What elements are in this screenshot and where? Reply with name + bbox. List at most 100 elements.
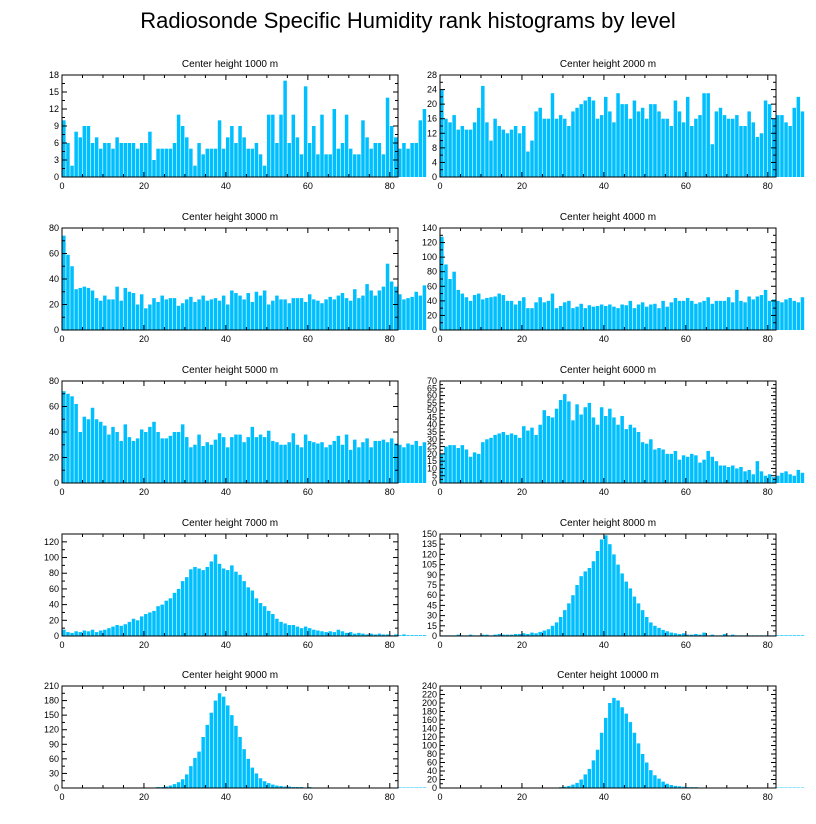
- panel-10: Center height 10000 m0 20 40 60 800204060801…: [422, 670, 805, 802]
- histogram-bar: [381, 439, 386, 483]
- histogram-bar: [620, 415, 624, 483]
- histogram-bar: [624, 581, 628, 636]
- histogram-bar: [324, 632, 328, 636]
- histogram-bar: [74, 289, 78, 330]
- histogram-bar: [653, 104, 657, 177]
- y-tick-label: 15: [427, 621, 437, 631]
- histogram-bar: [698, 634, 702, 636]
- panel-7: Center height 7000 m 0 20 40 60 80 0 20 40 60 80 10…: [44, 518, 427, 650]
- histogram-bar: [398, 635, 402, 636]
- histogram-bar: [250, 148, 255, 177]
- histogram-bar: [160, 604, 164, 636]
- histogram-bar: [681, 455, 686, 483]
- histogram-bar: [271, 114, 275, 177]
- y-tick-label: 40: [49, 600, 59, 610]
- figure-title: Radiosonde Specific Humidity rank histog…: [140, 8, 676, 33]
- histogram-bar: [649, 304, 653, 330]
- histogram-bar: [66, 143, 70, 177]
- histogram-bar: [526, 308, 530, 330]
- histogram-bar: [767, 474, 772, 483]
- histogram-bar: [287, 442, 291, 483]
- histogram-bar: [209, 561, 214, 636]
- histogram-bar: [86, 287, 91, 330]
- histogram-bar: [328, 444, 332, 483]
- histogram-bar: [131, 618, 136, 636]
- x-tick-label: 60: [303, 487, 313, 497]
- histogram-bar: [776, 475, 780, 483]
- histogram-bar: [74, 131, 78, 177]
- histogram-bar: [287, 625, 291, 636]
- histogram-bar: [517, 300, 522, 330]
- histogram-bar: [168, 785, 173, 788]
- histogram-bar: [340, 631, 345, 636]
- histogram-bar: [505, 300, 510, 330]
- histogram-bar: [558, 115, 563, 177]
- y-tick-label: 8: [432, 143, 437, 153]
- histogram-bar: [583, 774, 588, 788]
- histogram-bar: [242, 749, 246, 788]
- histogram-bar: [139, 429, 144, 483]
- histogram-bar: [344, 298, 349, 330]
- histogram-bar: [189, 569, 193, 636]
- histogram-bar: [780, 635, 784, 636]
- histogram-bar: [632, 308, 637, 330]
- histogram-bar: [262, 606, 267, 636]
- histogram-bar: [94, 419, 99, 483]
- histogram-bar: [444, 118, 448, 177]
- histogram-bar: [176, 782, 181, 788]
- histogram-bar: [534, 111, 538, 177]
- histogram-bar: [139, 616, 144, 636]
- histogram-bar: [653, 775, 657, 788]
- histogram-bar: [640, 610, 645, 636]
- histogram-bar: [369, 148, 373, 177]
- histogram-bar: [599, 115, 604, 177]
- histogram-bar: [579, 104, 583, 177]
- histogram-bar: [180, 303, 185, 330]
- histogram-bar: [608, 544, 612, 636]
- histogram-bar: [694, 633, 698, 636]
- histogram-bar: [464, 129, 469, 177]
- histogram-bar: [489, 140, 493, 177]
- histogram-bar: [739, 126, 743, 177]
- histogram-bar: [448, 122, 452, 177]
- histogram-bar: [685, 634, 690, 636]
- histogram-bar: [796, 96, 801, 177]
- histogram-bar: [361, 442, 365, 483]
- histogram-bar: [373, 143, 378, 177]
- histogram-bar: [550, 417, 555, 483]
- panel-8: Center height 8000 m0 20 40 60 8001530456075…: [422, 518, 805, 650]
- histogram-bar: [365, 438, 369, 483]
- histogram-bar: [464, 449, 469, 483]
- histogram-bar: [665, 453, 669, 483]
- histogram-bar: [172, 298, 177, 330]
- y-tick-label: 80: [427, 749, 437, 759]
- histogram-bar: [98, 421, 103, 483]
- histogram-bar: [115, 625, 119, 636]
- histogram-bar: [156, 148, 160, 177]
- x-tick-label: 0: [437, 334, 442, 344]
- histogram-bar: [624, 104, 628, 177]
- histogram-bar: [410, 296, 414, 330]
- histogram-bar: [558, 616, 563, 636]
- histogram-bar: [246, 148, 250, 177]
- histogram-bar: [698, 302, 702, 330]
- histogram-bar: [226, 705, 230, 788]
- histogram-bar: [62, 235, 66, 330]
- histogram-bar: [422, 635, 427, 636]
- histogram-bar: [299, 628, 304, 636]
- histogram-bar: [743, 302, 747, 330]
- histogram-bar: [694, 455, 698, 483]
- histogram-bar: [98, 148, 103, 177]
- histogram-bar: [344, 434, 349, 483]
- histogram-bar: [616, 308, 620, 330]
- histogram-bar: [119, 300, 123, 330]
- histogram-bar: [628, 722, 633, 788]
- histogram-bar: [394, 634, 398, 636]
- histogram-bar: [489, 437, 493, 483]
- histogram-bar: [295, 444, 300, 483]
- histogram-bar: [587, 768, 592, 788]
- histogram-bar: [119, 625, 123, 636]
- histogram-bar: [193, 165, 197, 177]
- y-tick-label: 75: [427, 580, 437, 590]
- histogram-bar: [632, 427, 637, 483]
